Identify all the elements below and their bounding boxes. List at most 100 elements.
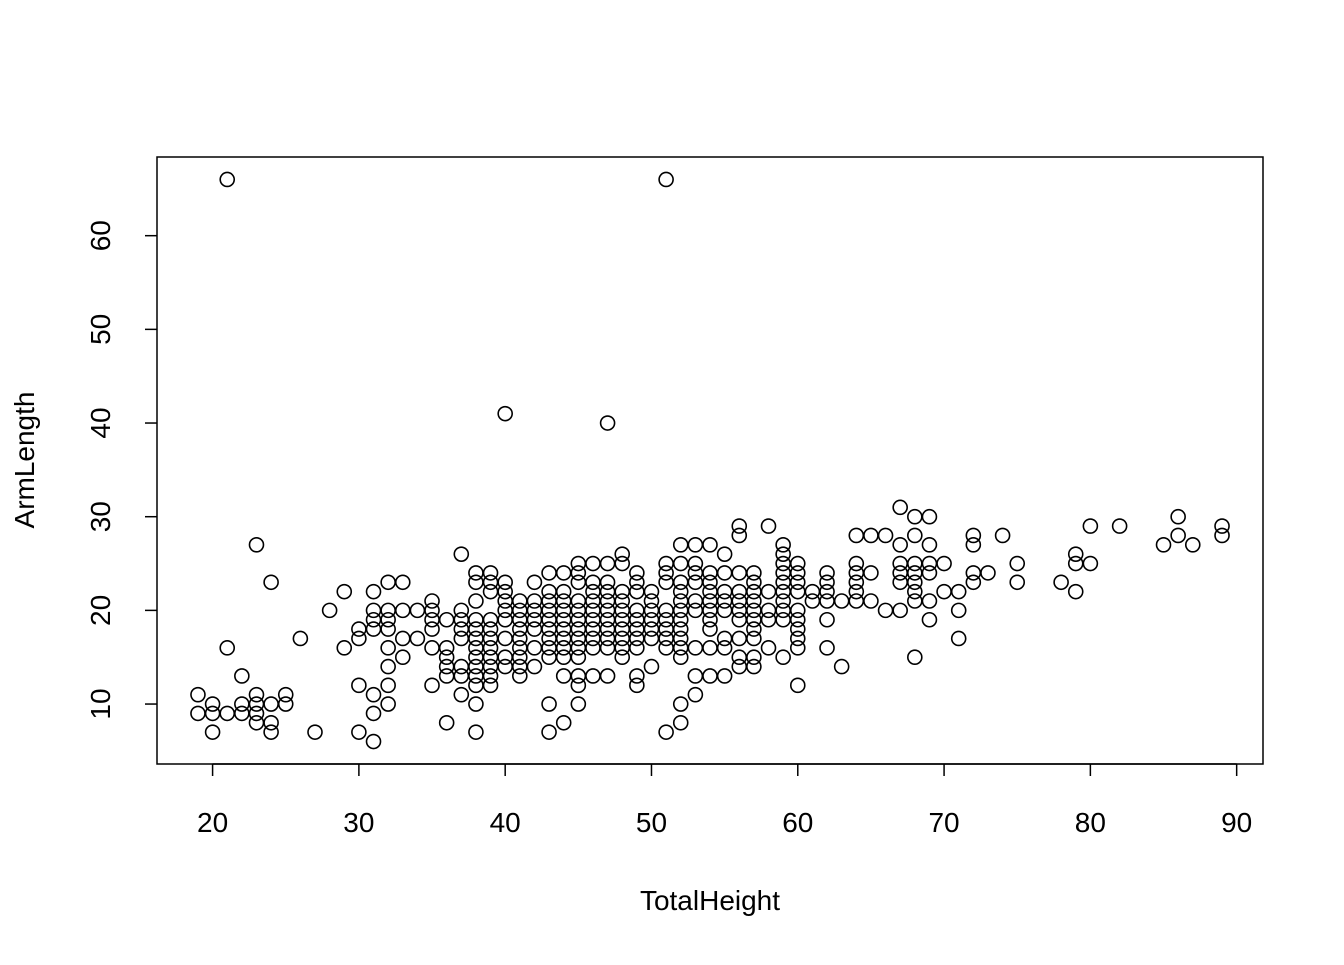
point <box>365 705 382 722</box>
point <box>921 593 938 609</box>
x-tick-label: 70 <box>928 807 959 838</box>
point <box>248 705 265 722</box>
point <box>614 555 631 572</box>
point <box>892 537 908 553</box>
point <box>702 574 718 591</box>
point <box>336 640 353 656</box>
point <box>1214 527 1230 544</box>
point <box>482 677 499 694</box>
point <box>716 668 733 684</box>
point <box>746 658 762 675</box>
point <box>731 527 748 544</box>
point <box>453 686 470 703</box>
point <box>497 574 513 591</box>
point <box>248 537 265 553</box>
point <box>789 677 806 694</box>
point <box>687 686 704 703</box>
point <box>863 565 879 581</box>
point <box>204 696 221 712</box>
point <box>775 649 791 666</box>
point <box>877 527 894 544</box>
x-tick-label: 90 <box>1221 807 1252 838</box>
point <box>599 574 616 591</box>
point <box>555 714 572 731</box>
point <box>482 668 499 684</box>
point <box>1082 555 1099 572</box>
point <box>819 640 835 656</box>
point <box>760 518 777 534</box>
point <box>907 527 923 544</box>
point <box>380 640 396 656</box>
point <box>907 574 923 591</box>
point <box>468 593 484 609</box>
point <box>1111 518 1128 534</box>
point <box>292 630 309 647</box>
point <box>248 686 265 703</box>
point <box>497 583 513 600</box>
point <box>365 733 382 750</box>
point <box>848 574 865 591</box>
point <box>950 583 967 600</box>
point <box>819 611 835 628</box>
point <box>307 724 323 740</box>
point <box>380 621 396 637</box>
point <box>380 658 396 675</box>
point <box>731 518 748 534</box>
point <box>512 649 528 666</box>
x-tick-label: 40 <box>490 807 521 838</box>
point <box>453 602 470 619</box>
point <box>658 171 674 188</box>
point <box>819 574 835 591</box>
y-tick-label: 50 <box>85 314 116 345</box>
point <box>1170 508 1186 525</box>
point <box>936 555 952 572</box>
point <box>190 686 206 703</box>
point <box>775 546 791 562</box>
point <box>629 677 645 694</box>
point <box>570 649 587 666</box>
point <box>219 640 236 656</box>
point <box>424 677 440 694</box>
point <box>819 565 835 581</box>
point <box>892 602 908 619</box>
point <box>658 724 674 740</box>
point <box>1009 555 1026 572</box>
point <box>789 630 806 647</box>
y-axis-label: ArmLength <box>9 392 40 529</box>
point <box>789 640 806 656</box>
point <box>365 583 382 600</box>
x-tick-label: 80 <box>1075 807 1106 838</box>
point <box>512 630 528 647</box>
point <box>629 640 645 656</box>
y-tick-label: 20 <box>85 595 116 626</box>
point <box>789 574 806 591</box>
point <box>380 677 396 694</box>
point <box>614 649 631 666</box>
y-tick-label: 60 <box>85 220 116 251</box>
point <box>629 565 645 581</box>
point <box>351 630 367 647</box>
point <box>789 611 806 628</box>
point <box>760 640 777 656</box>
point <box>746 574 762 591</box>
x-axis-label: TotalHeight <box>640 885 780 916</box>
point <box>789 555 806 572</box>
point <box>614 593 631 609</box>
y-tick-label: 10 <box>85 688 116 719</box>
point <box>892 499 908 516</box>
point <box>980 565 996 581</box>
point <box>746 630 762 647</box>
point <box>570 565 587 581</box>
point <box>380 696 396 712</box>
x-tick-label: 50 <box>636 807 667 838</box>
point <box>351 724 367 740</box>
point <box>950 602 967 619</box>
point <box>819 583 835 600</box>
point <box>453 546 470 562</box>
point <box>789 565 806 581</box>
y-tick-label: 40 <box>85 407 116 438</box>
point <box>629 574 645 591</box>
point <box>746 649 762 666</box>
point <box>775 537 791 553</box>
point <box>643 583 660 600</box>
